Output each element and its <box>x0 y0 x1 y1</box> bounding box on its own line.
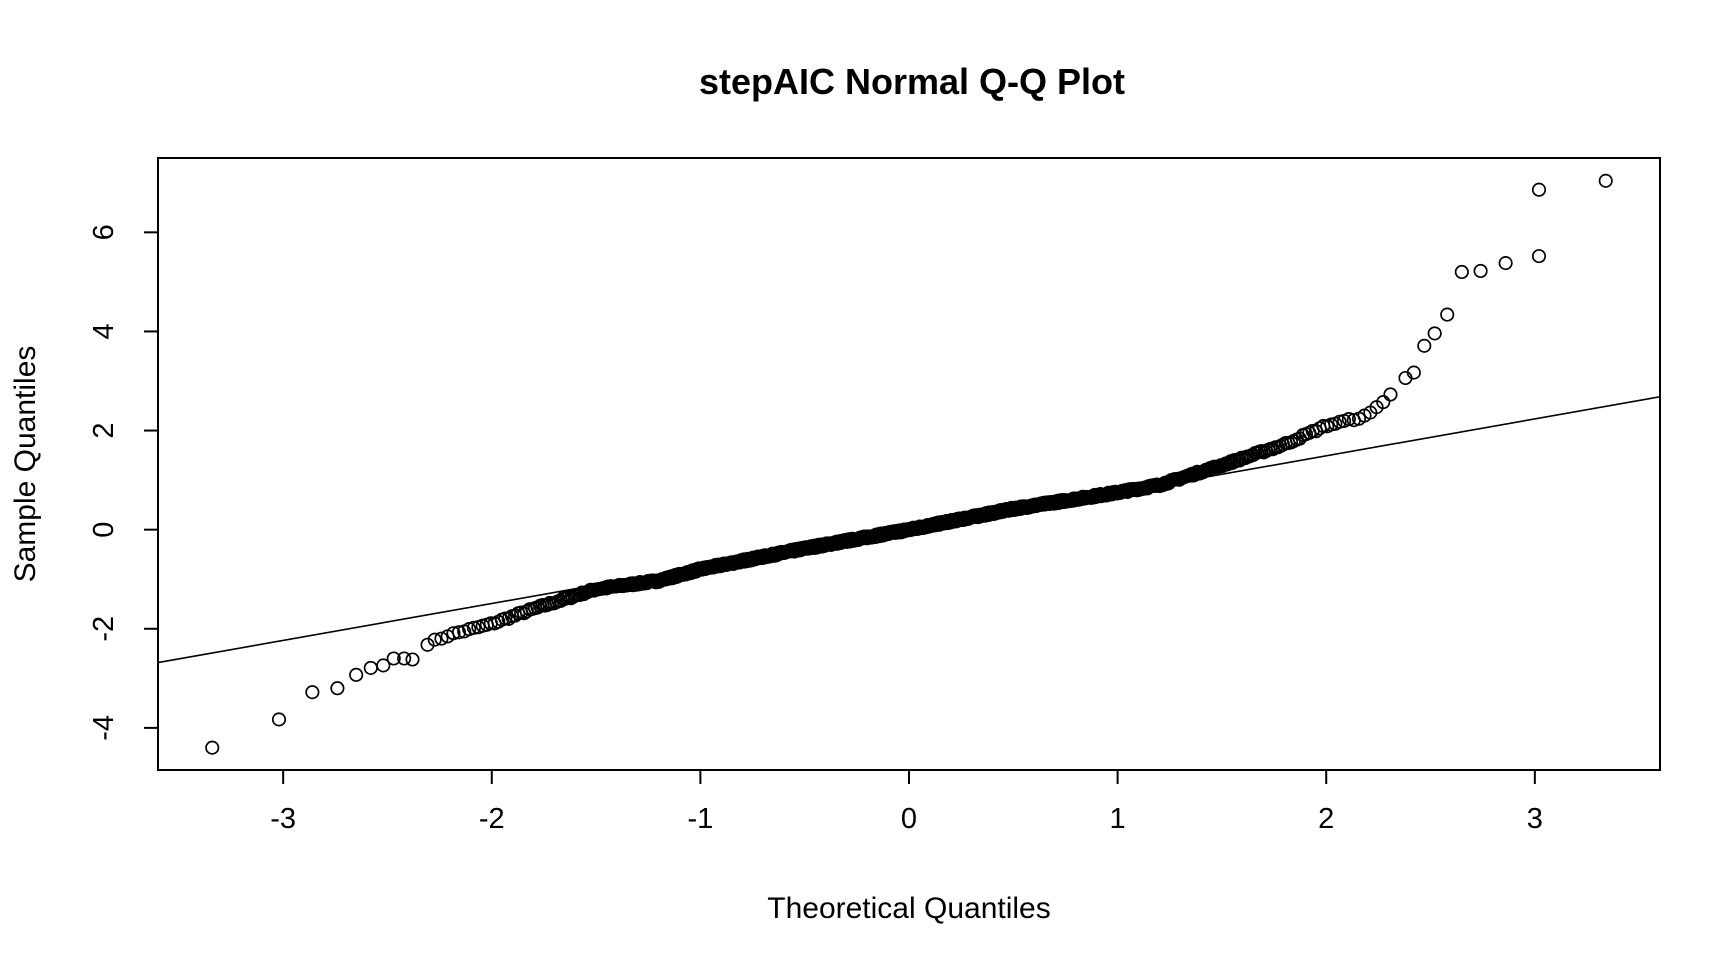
y-tick-label: 0 <box>88 522 120 538</box>
qq-point-tail <box>349 667 364 682</box>
chart-title: stepAIC Normal Q-Q Plot <box>699 61 1125 102</box>
qq-point <box>1376 395 1391 410</box>
qq-point <box>451 625 467 640</box>
qq-point-tail <box>1406 365 1421 380</box>
x-tick-label: -1 <box>687 803 713 835</box>
qq-point-tail <box>1454 264 1469 280</box>
x-axis-label: Theoretical Quantiles <box>767 892 1050 925</box>
qq-point-tail <box>1498 256 1513 271</box>
qq-point-tail <box>1598 173 1613 188</box>
qq-point <box>420 637 435 652</box>
qq-point-tail <box>1440 307 1455 322</box>
qq-point-tail <box>405 652 420 667</box>
y-axis: -4 -2 0 2 4 6 <box>88 224 158 741</box>
x-tick-label: 2 <box>1318 803 1334 835</box>
qq-point <box>1341 412 1356 427</box>
qq-point-tail <box>330 681 345 696</box>
x-tick-label: -2 <box>479 803 505 835</box>
qq-point <box>446 626 461 641</box>
qq-point-tail <box>205 740 220 755</box>
qq-point-tail <box>1417 338 1432 353</box>
qq-point-tail <box>376 658 391 673</box>
x-axis: -3 -2 -1 0 1 2 3 <box>270 770 1543 835</box>
qq-point <box>466 620 481 635</box>
x-tick-label: 1 <box>1110 803 1126 835</box>
qq-point-tail <box>305 685 320 700</box>
y-tick-label: -4 <box>88 715 120 741</box>
plot-area <box>157 157 1661 771</box>
qq-point <box>434 631 449 646</box>
y-tick-label: 2 <box>88 422 120 438</box>
qq-point-tail <box>1531 249 1547 264</box>
qq-point-tail <box>363 660 378 675</box>
x-tick-label: 3 <box>1527 803 1543 835</box>
qq-point-tail <box>271 712 287 727</box>
qq-point-tail <box>1531 182 1547 197</box>
x-tick-label: 0 <box>901 803 917 835</box>
qq-point-tail <box>1473 263 1488 279</box>
qq-point <box>1383 387 1398 402</box>
qq-point-tail <box>1427 326 1442 341</box>
qq-point-tail <box>397 651 412 666</box>
y-tick-label: -2 <box>88 616 120 642</box>
data-points <box>205 173 1613 755</box>
x-tick-label: -3 <box>270 803 296 835</box>
y-axis-label: Sample Quantiles <box>9 346 42 583</box>
qq-point <box>427 632 442 647</box>
plot-frame <box>157 157 1661 771</box>
y-tick-label: 4 <box>88 323 120 339</box>
qq-point-tail <box>386 651 401 666</box>
y-tick-label: 6 <box>88 224 120 240</box>
